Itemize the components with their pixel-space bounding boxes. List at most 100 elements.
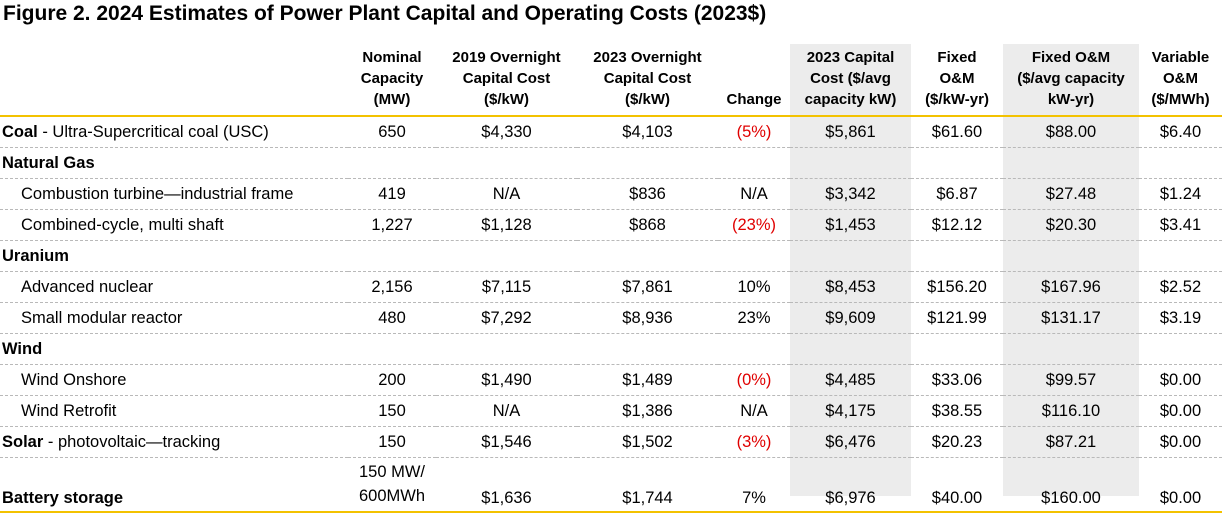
change-cell [718,147,790,179]
cost-2023-cell: $868 [577,209,718,241]
fixed-om-avg-cell: $87.21 [1003,426,1139,458]
column-header-variable-om-col: Variable O&M ($/MWh) [1139,44,1222,117]
fixed-om-cell: $121.99 [911,302,1003,334]
capacity-cell [348,333,436,365]
capital-avg-cell: $1,453 [790,209,911,241]
capacity-cell [348,240,436,272]
fixed-om-cell: $156.20 [911,271,1003,303]
category-row: Natural Gas [0,147,1222,179]
cost-2019-cell: N/A [436,395,577,427]
cost-2019-cell [436,240,577,272]
category-name: Battery storage [2,489,124,507]
variable-om-cell [1139,240,1222,272]
capital-avg-cell: $6,476 [790,426,911,458]
variable-om-cell: $3.19 [1139,302,1222,334]
row-label: Wind Retrofit [0,395,348,427]
category-name: Coal [2,122,38,141]
change-cell: N/A [718,178,790,210]
cost-2019-cell: $1,636 [436,457,577,513]
capacity-cell: 150 [348,395,436,427]
cost-2023-cell: $1,502 [577,426,718,458]
capacity-cell: 1,227 [348,209,436,241]
capital-avg-cell: $5,861 [790,116,911,148]
fixed-om-cell [911,147,1003,179]
capacity-cell: 200 [348,364,436,396]
variable-om-cell: $3.41 [1139,209,1222,241]
category-row: Wind [0,333,1222,365]
cost-2023-cell [577,333,718,365]
column-header-change-col: Change [718,44,790,117]
fixed-om-cell: $38.55 [911,395,1003,427]
fixed-om-cell [911,240,1003,272]
fixed-om-cell: $20.23 [911,426,1003,458]
fixed-om-cell: $6.87 [911,178,1003,210]
fixed-om-avg-cell: $160.00 [1003,457,1139,513]
variable-om-cell: $0.00 [1139,426,1222,458]
column-header-cost-2023-col: 2023 Overnight Capital Cost ($/kW) [577,44,718,117]
cost-2023-cell [577,147,718,179]
cost-2019-cell [436,147,577,179]
category-name: Solar [2,432,44,451]
change-cell [718,333,790,365]
table-body: Coal - Ultra-Supercritical coal (USC) 650… [0,116,1222,513]
capacity-cell: 650 [348,116,436,148]
capital-avg-cell: $8,453 [790,271,911,303]
capital-avg-cell: $6,976 [790,457,911,513]
variable-om-cell: $0.00 [1139,364,1222,396]
cost-2019-cell: $4,330 [436,116,577,148]
fixed-om-avg-cell [1003,240,1139,272]
change-cell: (23%) [718,209,790,241]
change-cell: 10% [718,271,790,303]
column-header-fixed-om-avg-col: Fixed O&M ($/avg capacity kW-yr) [1003,44,1139,117]
cost-2019-cell: N/A [436,178,577,210]
capacity-cell: 150 [348,426,436,458]
capacity-cell: 2,156 [348,271,436,303]
change-cell: 23% [718,302,790,334]
fixed-om-avg-cell [1003,147,1139,179]
table-row: Battery storage 150 MW/600MWh $1,636 $1,744… [0,457,1222,513]
row-label: Combined-cycle, multi shaft [0,209,348,241]
fixed-om-avg-cell: $99.57 [1003,364,1139,396]
category-name: Uranium [2,246,69,265]
cost-2019-cell: $1,546 [436,426,577,458]
cost-2023-cell [577,240,718,272]
fixed-om-cell: $33.06 [911,364,1003,396]
capital-avg-cell [790,240,911,272]
row-label: Coal - Ultra-Supercritical coal (USC) [0,116,348,148]
change-cell: 7% [718,457,790,513]
cost-2023-cell: $7,861 [577,271,718,303]
variable-om-cell [1139,147,1222,179]
variable-om-cell: $0.00 [1139,457,1222,513]
cost-2019-cell: $7,292 [436,302,577,334]
cost-2023-cell: $1,489 [577,364,718,396]
table-row: Combustion turbine—industrial frame 419 N/… [0,178,1222,210]
capital-avg-cell [790,333,911,365]
variable-om-cell [1139,333,1222,365]
fixed-om-avg-cell: $167.96 [1003,271,1139,303]
figure-title: Figure 2. 2024 Estimates of Power Plant … [3,2,767,25]
column-header-fixed-om-col: Fixed O&M ($/kW-yr) [911,44,1003,117]
cost-2023-cell: $836 [577,178,718,210]
change-cell: N/A [718,395,790,427]
change-cell: (3%) [718,426,790,458]
column-header-label-col [0,44,348,117]
fixed-om-cell: $40.00 [911,457,1003,513]
fixed-om-avg-cell [1003,333,1139,365]
fixed-om-cell [911,333,1003,365]
capital-avg-cell: $4,175 [790,395,911,427]
row-label: Uranium [0,240,348,272]
capacity-cell: 150 MW/600MWh [348,457,436,513]
table-row: Advanced nuclear 2,156 $7,115 $7,861 10% $8,4… [0,271,1222,303]
category-name: Wind [2,339,43,358]
fixed-om-cell: $61.60 [911,116,1003,148]
cost-2023-cell: $1,386 [577,395,718,427]
capital-avg-cell [790,147,911,179]
row-label: Small modular reactor [0,302,348,334]
capital-avg-cell: $9,609 [790,302,911,334]
table-row: Combined-cycle, multi shaft 1,227 $1,128 $8… [0,209,1222,241]
capacity-cell: 480 [348,302,436,334]
table-row: Solar - photovoltaic—tracking 150 $1,546 $1… [0,426,1222,458]
cost-2023-cell: $8,936 [577,302,718,334]
change-cell: (5%) [718,116,790,148]
